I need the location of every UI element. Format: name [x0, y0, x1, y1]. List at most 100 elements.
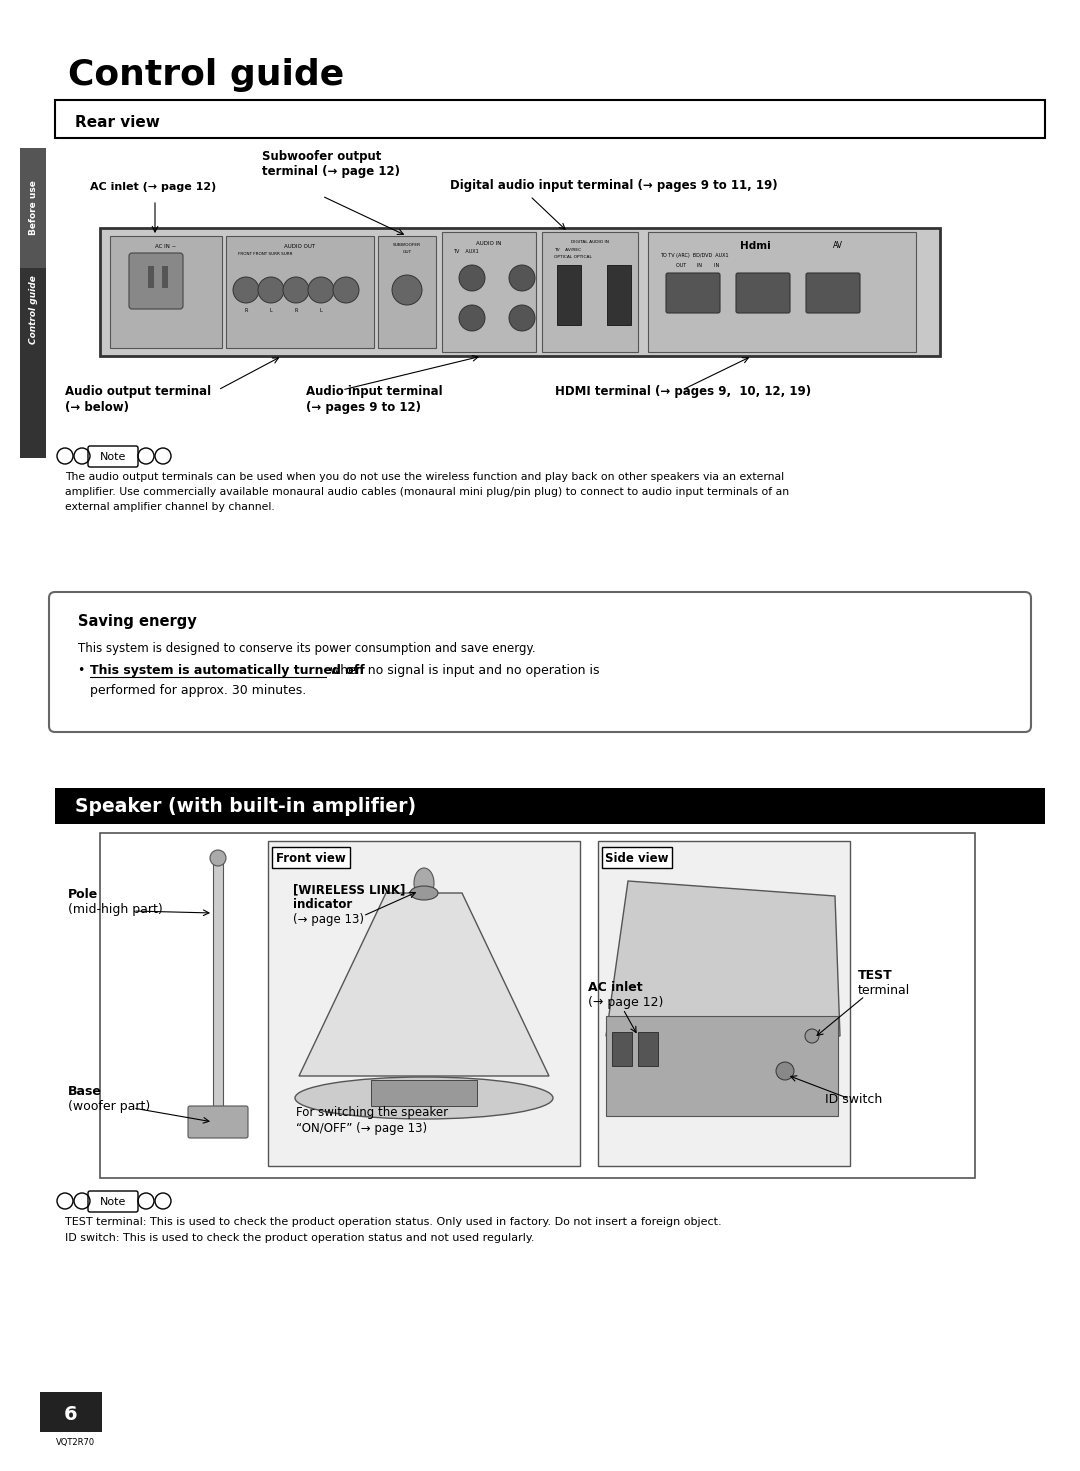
Text: TV    AV/REC: TV AV/REC: [554, 249, 581, 252]
FancyBboxPatch shape: [100, 833, 975, 1178]
Text: (woofer part): (woofer part): [68, 1100, 150, 1114]
Text: (→ page 13): (→ page 13): [293, 913, 364, 927]
Text: performed for approx. 30 minutes.: performed for approx. 30 minutes.: [90, 684, 307, 697]
Text: TEST terminal: This is used to check the product operation status. Only used in : TEST terminal: This is used to check the…: [65, 1217, 721, 1227]
Text: external amplifier channel by channel.: external amplifier channel by channel.: [65, 502, 274, 512]
FancyBboxPatch shape: [666, 274, 720, 313]
Text: Audio input terminal: Audio input terminal: [306, 385, 443, 399]
Text: Base: Base: [68, 1086, 102, 1097]
Circle shape: [459, 265, 485, 291]
FancyBboxPatch shape: [55, 100, 1045, 138]
Text: Note: Note: [99, 452, 126, 462]
Text: Pole: Pole: [68, 888, 98, 902]
Text: Hdmi: Hdmi: [740, 241, 770, 252]
FancyBboxPatch shape: [612, 1033, 632, 1066]
Text: ID switch: ID switch: [825, 1093, 882, 1106]
Text: VQT2R70: VQT2R70: [56, 1439, 95, 1447]
Ellipse shape: [295, 1077, 553, 1119]
Text: Control guide: Control guide: [68, 57, 345, 93]
Text: when no signal is input and no operation is: when no signal is input and no operation…: [326, 663, 599, 677]
Ellipse shape: [410, 886, 438, 900]
FancyBboxPatch shape: [55, 788, 1045, 824]
Text: (mid-high part): (mid-high part): [68, 903, 163, 916]
FancyBboxPatch shape: [638, 1033, 658, 1066]
Circle shape: [308, 277, 334, 303]
Text: For switching the speaker: For switching the speaker: [296, 1106, 448, 1119]
Circle shape: [509, 304, 535, 331]
Text: ID switch: This is used to check the product operation status and not used regul: ID switch: This is used to check the pro…: [65, 1233, 535, 1243]
Text: AV: AV: [833, 241, 843, 250]
Text: terminal (→ page 12): terminal (→ page 12): [262, 165, 400, 178]
Text: R: R: [295, 307, 298, 313]
FancyBboxPatch shape: [606, 1016, 838, 1116]
FancyBboxPatch shape: [602, 847, 672, 868]
Circle shape: [777, 1062, 794, 1080]
Text: terminal: terminal: [858, 984, 910, 997]
FancyBboxPatch shape: [372, 1080, 477, 1106]
Text: DIGITAL AUDIO IN: DIGITAL AUDIO IN: [571, 240, 609, 244]
Circle shape: [258, 277, 284, 303]
FancyBboxPatch shape: [110, 235, 222, 349]
Text: HDMI terminal (→ pages 9,  10, 12, 19): HDMI terminal (→ pages 9, 10, 12, 19): [555, 385, 811, 399]
Text: Audio output terminal: Audio output terminal: [65, 385, 211, 399]
Text: AC inlet (→ page 12): AC inlet (→ page 12): [90, 182, 216, 193]
Text: TO TV (ARC)  BD/DVD  AUX1: TO TV (ARC) BD/DVD AUX1: [660, 253, 729, 257]
FancyBboxPatch shape: [40, 1392, 102, 1431]
FancyBboxPatch shape: [272, 847, 350, 868]
FancyBboxPatch shape: [607, 265, 631, 325]
Circle shape: [233, 277, 259, 303]
FancyBboxPatch shape: [542, 232, 638, 352]
FancyBboxPatch shape: [378, 235, 436, 349]
Text: SUBWOOFER: SUBWOOFER: [393, 243, 421, 247]
Text: “ON/OFF” (→ page 13): “ON/OFF” (→ page 13): [296, 1122, 427, 1136]
Text: AUDIO OUT: AUDIO OUT: [284, 244, 315, 249]
Text: (→ page 12): (→ page 12): [588, 996, 663, 1009]
Text: indicator: indicator: [293, 897, 352, 911]
Text: AC inlet: AC inlet: [588, 981, 643, 994]
Circle shape: [283, 277, 309, 303]
Text: This system is automatically turned off: This system is automatically turned off: [90, 663, 365, 677]
Text: Speaker (with built-in amplifier): Speaker (with built-in amplifier): [75, 796, 416, 815]
Polygon shape: [299, 893, 549, 1075]
FancyBboxPatch shape: [49, 591, 1031, 733]
Text: Rear view: Rear view: [75, 115, 160, 129]
Text: Saving energy: Saving energy: [78, 613, 197, 630]
FancyBboxPatch shape: [226, 235, 374, 349]
FancyBboxPatch shape: [21, 149, 46, 457]
FancyBboxPatch shape: [442, 232, 536, 352]
Text: Front view: Front view: [276, 852, 346, 865]
Bar: [162, 266, 168, 288]
FancyBboxPatch shape: [598, 841, 850, 1167]
Text: OUT       IN        IN: OUT IN IN: [676, 263, 719, 268]
Text: TV    AUX1: TV AUX1: [453, 249, 478, 254]
Text: L: L: [320, 307, 322, 313]
Text: Digital audio input terminal (→ pages 9 to 11, 19): Digital audio input terminal (→ pages 9 …: [450, 179, 778, 193]
Bar: [148, 266, 154, 288]
Text: FRONT FRONT SURR SURR: FRONT FRONT SURR SURR: [238, 252, 293, 256]
Text: (→ pages 9 to 12): (→ pages 9 to 12): [306, 402, 421, 413]
Text: TEST: TEST: [858, 969, 893, 983]
FancyBboxPatch shape: [557, 265, 581, 325]
Text: AUDIO IN: AUDIO IN: [476, 241, 502, 246]
Text: Side view: Side view: [605, 852, 669, 865]
Text: (→ below): (→ below): [65, 402, 129, 413]
Ellipse shape: [414, 868, 434, 897]
Circle shape: [392, 275, 422, 304]
Text: This system is designed to conserve its power consumption and save energy.: This system is designed to conserve its …: [78, 641, 536, 655]
FancyBboxPatch shape: [21, 149, 46, 268]
Text: L: L: [270, 307, 272, 313]
FancyBboxPatch shape: [806, 274, 860, 313]
Circle shape: [333, 277, 359, 303]
Text: 6: 6: [64, 1405, 78, 1424]
Circle shape: [509, 265, 535, 291]
FancyBboxPatch shape: [129, 253, 183, 309]
Text: AC IN ~: AC IN ~: [156, 244, 177, 249]
Text: [WIRELESS LINK]: [WIRELESS LINK]: [293, 883, 405, 896]
Circle shape: [459, 304, 485, 331]
FancyBboxPatch shape: [268, 841, 580, 1167]
FancyBboxPatch shape: [100, 228, 940, 356]
Text: OPTICAL OPTICAL: OPTICAL OPTICAL: [554, 254, 592, 259]
FancyBboxPatch shape: [735, 274, 789, 313]
Bar: [213, 858, 222, 1116]
Circle shape: [805, 1030, 819, 1043]
